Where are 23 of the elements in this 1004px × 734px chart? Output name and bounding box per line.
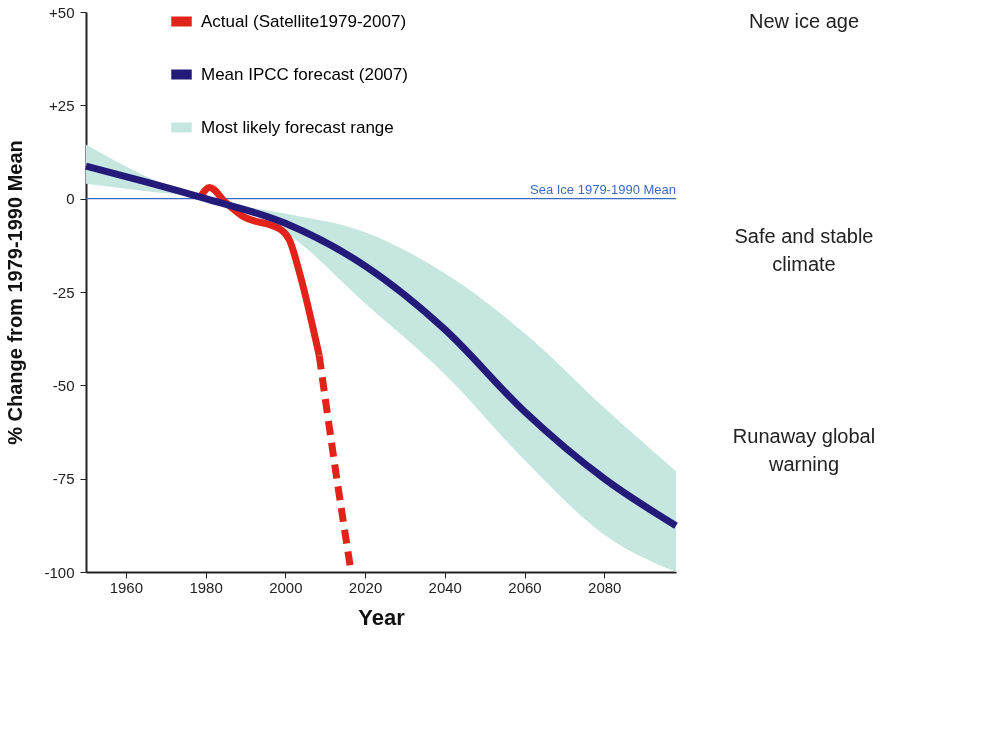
- x-tick-label: 1960: [109, 578, 144, 596]
- text: New ice age: [748, 10, 860, 32]
- text: Runaway global warning: [732, 425, 876, 475]
- y-axis-title: % Change from 1979-1990 Mean: [4, 140, 27, 445]
- x-tick-label: 2000: [269, 578, 303, 596]
- x-tick-label: 1980: [189, 578, 223, 596]
- x-tick-label: 2040: [428, 578, 462, 596]
- legend-label: Actual (Satellite1979-2007): [201, 11, 407, 31]
- y-tick-label: +25: [49, 96, 75, 114]
- y-tick-label: -50: [52, 376, 75, 394]
- y-tick-label: -25: [52, 283, 75, 301]
- x-tick-label: 2060: [508, 578, 542, 596]
- y-tick-label: -100: [44, 563, 75, 581]
- legend-label: Mean IPCC forecast (2007): [201, 64, 408, 84]
- x-tick-label: 2080: [588, 578, 622, 596]
- y-tick-label: +50: [49, 3, 75, 21]
- ref-line-label: Sea Ice 1979-1990 Mean: [530, 181, 676, 197]
- text: Safe and stable climate: [734, 225, 874, 275]
- x-axis-title: Year: [358, 604, 406, 630]
- y-tick-label: 0: [66, 190, 75, 208]
- annotation: Most likely forecast range: [201, 117, 394, 137]
- y-tick-label: -75: [52, 470, 75, 488]
- x-tick-label: 2020: [348, 578, 383, 596]
